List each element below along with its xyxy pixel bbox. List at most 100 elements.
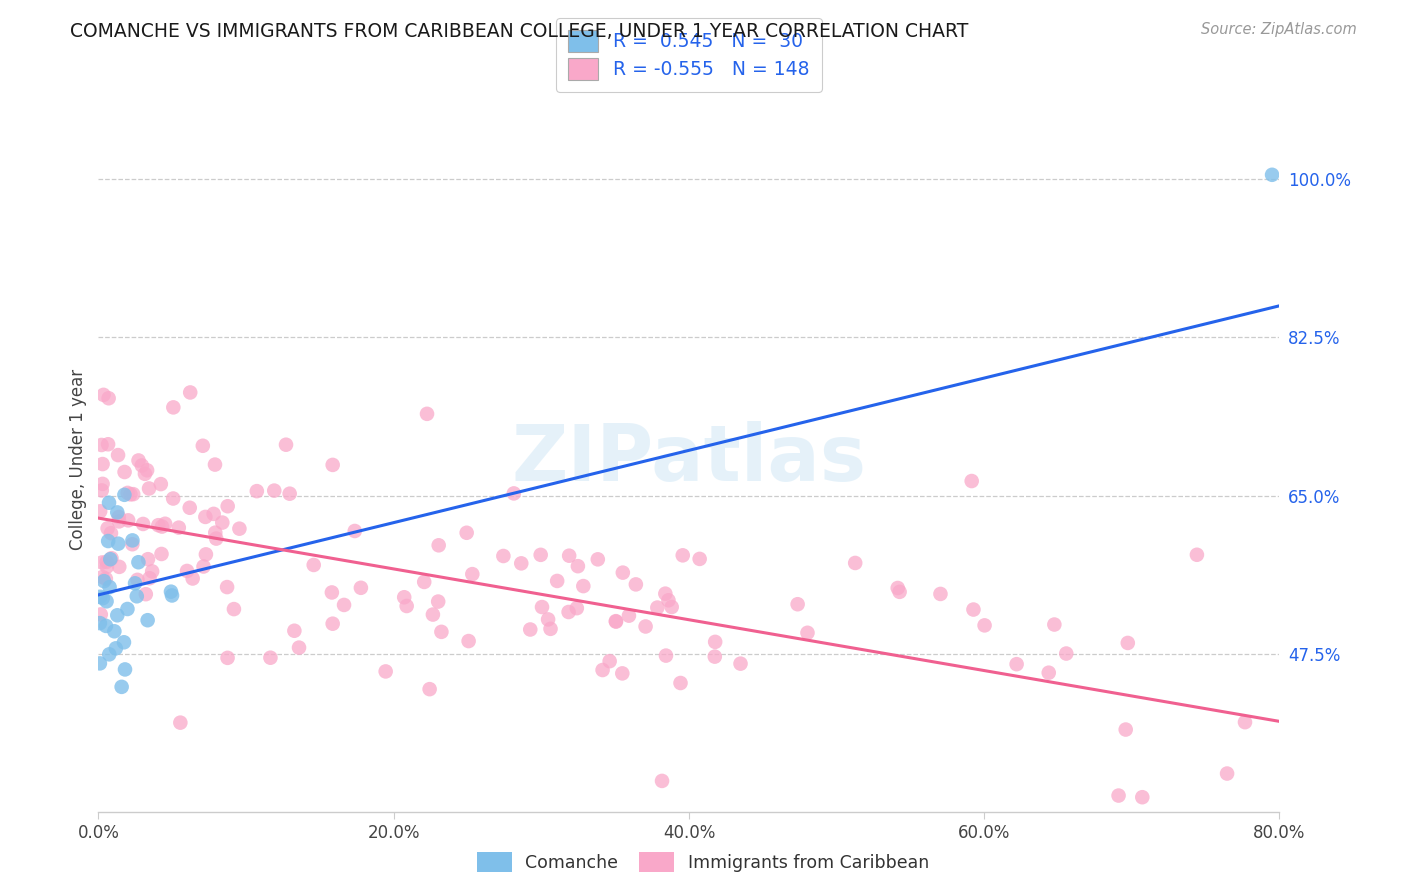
Point [278,486,301,500]
Point [121,537,143,551]
Point [160,589,183,603]
Point [105,608,128,623]
Point [730,657,752,671]
Point [634,619,657,633]
Point [502,486,524,500]
Point [90,483,112,498]
Point [108,510,131,524]
Point [202,507,225,521]
Point [162,401,184,415]
Point [167,521,190,535]
Point [669,676,692,690]
Point [430,624,453,639]
Point [89,657,111,671]
Point [136,463,159,477]
Point [222,602,245,616]
Point [617,608,640,623]
Point [519,623,541,637]
Point [89,590,111,604]
Point [651,773,673,788]
Point [1108,789,1130,803]
Point [91,556,114,570]
Point [131,458,153,473]
Point [90,607,112,622]
Point [786,597,808,611]
Point [333,598,356,612]
Point [586,552,609,566]
Text: ZIPatlas: ZIPatlas [512,421,866,498]
Point [689,552,711,566]
Point [612,666,634,681]
Point [191,439,214,453]
Point [654,587,676,601]
Point [162,491,184,506]
Point [134,467,156,481]
Point [98,552,121,566]
Point [150,547,173,561]
Point [122,487,145,501]
Point [422,607,444,622]
Point [89,504,111,518]
Point [322,616,344,631]
Point [537,612,560,626]
Point [546,574,568,588]
Point [150,519,173,533]
Point [93,574,115,588]
Point [128,453,150,467]
Y-axis label: College, Under 1 year: College, Under 1 year [69,368,87,550]
Point [97,534,120,549]
Point [704,635,727,649]
Point [1005,657,1028,672]
Point [104,641,127,656]
Point [962,602,984,616]
Point [973,618,995,632]
Point [97,391,120,405]
Point [661,599,683,614]
Point [1185,548,1208,562]
Point [427,538,450,552]
Point [283,624,305,638]
Point [120,487,142,501]
Point [112,488,135,502]
Point [565,601,588,615]
Point [321,585,343,599]
Point [1233,715,1256,730]
Point [395,599,418,613]
Point [93,388,115,402]
Point [322,458,344,472]
Point [960,474,983,488]
Point [211,516,233,530]
Point [1261,168,1284,182]
Point [176,564,198,578]
Point [148,518,170,533]
Point [96,559,118,574]
Text: COMANCHE VS IMMIGRANTS FROM CARIBBEAN COLLEGE, UNDER 1 YEAR CORRELATION CHART: COMANCHE VS IMMIGRANTS FROM CARIBBEAN CO… [70,22,969,41]
Text: Source: ZipAtlas.com: Source: ZipAtlas.com [1201,22,1357,37]
Point [605,614,627,628]
Point [136,613,159,627]
Point [1116,636,1139,650]
Point [302,558,325,572]
Point [510,557,533,571]
Point [217,580,239,594]
Point [217,651,239,665]
Point [228,522,250,536]
Point [136,552,159,566]
Point [259,650,281,665]
Point [612,566,634,580]
Point [1043,617,1066,632]
Point [117,602,139,616]
Point [657,593,679,607]
Point [107,448,129,462]
Point [703,649,725,664]
Point [540,622,562,636]
Point [169,715,191,730]
Point [592,663,614,677]
Point [288,640,311,655]
Point [108,559,131,574]
Point [141,565,163,579]
Point [111,680,134,694]
Point [91,591,114,606]
Point [114,662,136,676]
Point [413,574,436,589]
